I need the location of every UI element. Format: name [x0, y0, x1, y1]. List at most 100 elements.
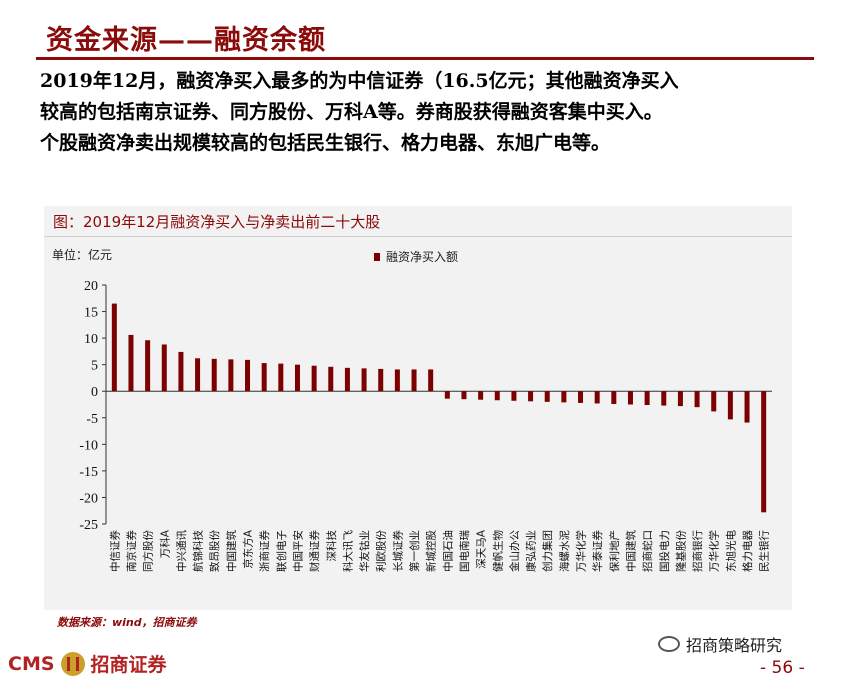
bar: [761, 391, 767, 513]
bar: [411, 369, 417, 392]
bar: [344, 367, 350, 392]
bar: [161, 344, 167, 392]
x-category-label: 深天马A: [476, 529, 488, 568]
x-category-label: 浙商证券: [258, 530, 271, 572]
bar: [245, 359, 251, 392]
y-tick-label: 15: [84, 306, 98, 321]
y-tick-label: -15: [79, 465, 98, 480]
title-divider: [36, 57, 814, 60]
company-logo: CMS 招商证券: [8, 650, 167, 677]
chart-panel: 图：2019年12月融资净买入与净卖出前二十大股 单位：亿元 融资净买入额 20 15…: [44, 206, 792, 610]
x-category-label: 中国平安: [291, 530, 304, 572]
bar: [478, 391, 484, 400]
x-category-label: 华友钴业: [358, 530, 371, 572]
x-category-label: 中信证券: [108, 530, 121, 572]
page-number: - 56 -: [760, 658, 805, 678]
x-category-label: 康弘药业: [525, 530, 538, 572]
cms-logo-text: CMS: [8, 652, 55, 675]
x-category-label: 致昂股份: [208, 530, 221, 572]
x-category-label: 联创电子: [275, 530, 288, 572]
bar: [195, 358, 201, 392]
x-category-label: 万华化学: [708, 530, 721, 572]
bar-chart: 单位：亿元 融资净买入额 20 15 10 5 0 -5 -10 -15 -20 -25 中信证券 南京证…: [52, 247, 772, 572]
bar: [661, 391, 667, 406]
x-category-label: 南京证券: [125, 530, 138, 572]
bar: [578, 391, 584, 403]
chart-title: 图：2019年12月融资净买入与净卖出前二十大股: [53, 213, 381, 231]
bar: [711, 391, 717, 412]
bar: [294, 364, 300, 392]
x-category-label: 长城证券: [391, 530, 404, 572]
bar: [228, 359, 234, 392]
bar: [211, 358, 217, 392]
unit-label: 单位：亿元: [52, 247, 112, 262]
data-source: 数据来源：wind，招商证券: [57, 616, 197, 629]
bar: [428, 369, 434, 392]
x-category-label: 招商蛇口: [641, 530, 654, 572]
bar: [261, 363, 267, 392]
x-category-label: 同方股份: [142, 530, 155, 572]
bar: [561, 391, 567, 403]
x-category-label: 东旭光电: [724, 530, 737, 572]
legend-swatch: [374, 253, 380, 261]
chart-title-divider: [44, 236, 792, 237]
x-category-label: 健帆生物: [491, 530, 504, 572]
bar: [361, 368, 367, 392]
y-tick-label: -5: [86, 412, 98, 427]
description-line-1: 2019年12月，融资净买入最多的为中信证券（16.5亿元；其他融资净买入: [40, 70, 679, 92]
bar: [394, 369, 400, 392]
y-tick-label: -25: [79, 518, 98, 533]
bar: [128, 334, 134, 392]
bar: [594, 391, 600, 404]
x-category-label: 保利地产: [608, 530, 621, 572]
bar: [461, 391, 467, 400]
x-category-label: 招商银行: [691, 530, 704, 572]
wechat-account: 招商策略研究: [658, 632, 782, 656]
x-category-label: 国投电力: [658, 530, 671, 572]
bar: [727, 391, 733, 420]
y-tick-label: -10: [79, 438, 98, 453]
x-category-label: 华泰证券: [591, 530, 604, 572]
x-category-label: 中国建筑: [225, 530, 238, 572]
logo-emblem-icon: [60, 651, 85, 676]
bar: [311, 365, 317, 392]
description-line-2: 较高的包括南京证券、同方股份、万科A等。券商股获得融资客集中买入。: [40, 101, 663, 123]
bar: [611, 391, 617, 404]
bar: [528, 391, 534, 402]
x-category-label: 中兴通讯: [175, 530, 188, 572]
bar: [744, 391, 750, 423]
x-category-label: 中国建筑: [624, 530, 637, 572]
bar: [694, 391, 700, 408]
x-category-label: 中国石油: [441, 530, 454, 572]
wechat-name: 招商策略研究: [686, 636, 783, 655]
y-tick-label: 20: [84, 279, 98, 294]
x-category-label: 万科A: [158, 529, 171, 558]
bar: [444, 391, 450, 399]
x-category-label: 第一创业: [408, 530, 421, 572]
x-category-label: 财通证券: [308, 530, 321, 572]
x-category-label: 利欧股份: [376, 530, 388, 572]
x-category-label: 隆基股份: [674, 530, 687, 572]
x-category-label: 国电南瑞: [458, 530, 471, 572]
x-category-label: 万华化学: [575, 530, 588, 572]
bar: [677, 391, 683, 407]
x-category-label: 深科技: [325, 530, 338, 562]
bar: [644, 391, 650, 406]
description-line-3: 个股融资净卖出规模较高的包括民生银行、格力电器、东旭广电等。: [40, 132, 611, 154]
y-tick-label: -20: [79, 491, 98, 506]
bar: [111, 303, 117, 392]
y-tick-label: 0: [91, 385, 98, 400]
bar: [627, 391, 633, 405]
page-title: 资金来源——融资余额: [46, 25, 326, 56]
wechat-icon: [658, 636, 680, 652]
x-category-label: 京东方A: [242, 529, 255, 568]
x-category-label: 航锦科技: [192, 530, 205, 572]
x-category-label: 民生银行: [758, 530, 771, 572]
bar: [494, 391, 500, 401]
bar: [544, 391, 550, 402]
description: 2019年12月，融资净买入最多的为中信证券（16.5亿元；其他融资净买入 较高…: [40, 66, 810, 159]
bar: [145, 340, 151, 392]
company-name: 招商证券: [90, 654, 167, 676]
x-category-label: 海螺水泥: [558, 530, 571, 572]
x-category-label: 新城控股: [425, 530, 438, 572]
